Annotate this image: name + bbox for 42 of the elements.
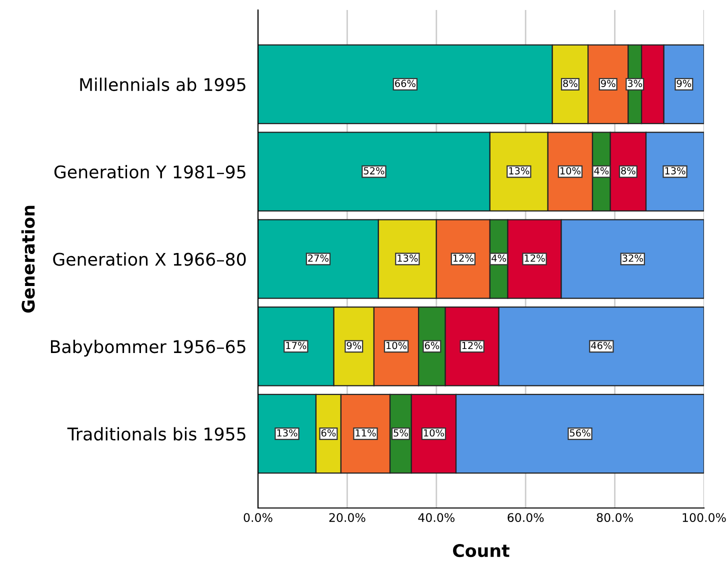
data-label: 10% — [560, 167, 580, 174]
data-label: 52% — [364, 167, 384, 174]
data-label: 5% — [394, 429, 408, 437]
data-label: 4% — [492, 254, 506, 262]
y-tick-label: Babybommer 1956–65 — [50, 340, 246, 357]
data-label: 32% — [622, 254, 643, 262]
data-label: 27% — [308, 254, 328, 262]
data-label: 56% — [570, 429, 590, 437]
x-tick-label: 80.0% — [596, 513, 633, 522]
x-tick-label: 40.0% — [418, 513, 454, 522]
data-label: 8% — [621, 167, 636, 174]
data-label: 12% — [462, 342, 482, 350]
x-axis-title: Count — [453, 544, 510, 558]
y-tick-label: Generation Y 1981–95 — [54, 165, 246, 178]
data-label: 4% — [594, 167, 609, 174]
y-tick-label: Generation X 1966–80 — [53, 252, 246, 266]
data-label: 12% — [524, 254, 545, 262]
data-label: 46% — [591, 342, 612, 350]
data-label: 9% — [346, 342, 362, 350]
data-label: 66% — [395, 80, 416, 88]
data-label: 13% — [665, 167, 686, 174]
data-label: 13% — [277, 429, 298, 437]
y-axis-title: Generation — [21, 206, 35, 313]
data-label: 9% — [601, 80, 616, 88]
x-tick-label: 100.0% — [682, 513, 726, 522]
x-tick-label: 60.0% — [508, 513, 544, 522]
data-label: 10% — [424, 429, 444, 437]
x-tick-label: 20.0% — [329, 513, 366, 522]
data-label: 3% — [628, 80, 642, 88]
data-label: 17% — [286, 342, 306, 350]
x-tick-label: 0.0% — [244, 513, 272, 522]
data-label: 9% — [676, 80, 692, 88]
data-label: 13% — [509, 167, 530, 174]
data-label: 8% — [563, 80, 578, 88]
data-label: 6% — [321, 429, 336, 437]
data-label: 12% — [453, 254, 474, 262]
data-label: 11% — [356, 429, 376, 437]
y-tick-label: Traditionals bis 1955 — [67, 427, 246, 441]
data-label: 10% — [386, 342, 407, 350]
data-label: 13% — [398, 254, 418, 262]
y-tick-label: Millennials ab 1995 — [80, 78, 246, 92]
data-label: 6% — [424, 342, 440, 350]
